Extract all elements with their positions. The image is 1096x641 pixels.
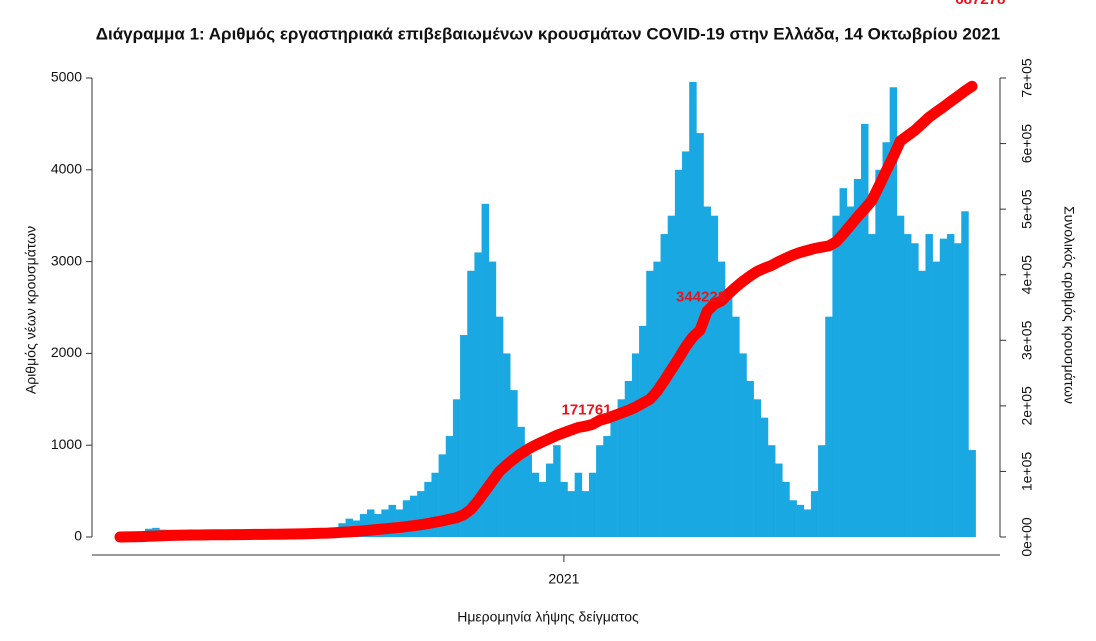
- bar: [639, 325, 647, 537]
- bar: [760, 417, 769, 537]
- y-tick-label: 0: [74, 528, 82, 544]
- bar: [861, 123, 869, 538]
- bar: [732, 316, 740, 537]
- bar: [782, 481, 790, 537]
- bar: [538, 481, 547, 537]
- bar: [474, 252, 482, 538]
- bar: [467, 270, 475, 537]
- bar: [452, 399, 461, 537]
- bar: [717, 261, 726, 537]
- bar: [710, 215, 719, 537]
- bar: [911, 243, 919, 538]
- value-label: 344228: [676, 288, 726, 305]
- bar: [488, 261, 497, 537]
- bar: [610, 417, 618, 537]
- bar: [445, 436, 454, 537]
- y2-tick-label: 1e+05: [1019, 452, 1035, 492]
- bar: [825, 316, 833, 537]
- y2-tick-label: 5e+05: [1019, 189, 1035, 229]
- x-axis-label: Ημερομηνία λήψης δείγματος: [457, 609, 639, 625]
- bar: [753, 399, 762, 537]
- bar: [417, 491, 425, 537]
- y2-tick-label: 3e+05: [1019, 320, 1035, 360]
- bar: [409, 495, 418, 537]
- bar: [624, 380, 633, 537]
- bar: [603, 436, 611, 537]
- bar: [925, 234, 933, 537]
- value-label: 171761: [562, 401, 612, 418]
- bar: [775, 463, 783, 537]
- bar: [481, 203, 490, 538]
- bar: [810, 491, 819, 537]
- bar: [739, 353, 747, 537]
- bar: [574, 472, 583, 537]
- bar: [617, 399, 626, 537]
- bar: [875, 169, 883, 538]
- y2-tick-label: 0e+00: [1019, 517, 1035, 557]
- bar: [388, 504, 396, 537]
- bar: [567, 491, 575, 537]
- bar: [868, 234, 876, 537]
- y2-tick-label: 7e+05: [1019, 58, 1035, 98]
- y2-tick-label: 4e+05: [1019, 255, 1035, 295]
- bar: [853, 178, 862, 538]
- bar: [560, 481, 568, 537]
- bar: [903, 234, 912, 537]
- bar: [402, 500, 411, 537]
- bar: [460, 335, 468, 537]
- y-tick-label: 2000: [51, 344, 82, 360]
- y-tick-label: 4000: [51, 161, 82, 177]
- bar: [546, 463, 554, 537]
- bar: [689, 81, 697, 538]
- bar: [524, 454, 532, 537]
- bar: [767, 445, 776, 537]
- bar: [882, 142, 890, 537]
- bar: [631, 353, 640, 537]
- cumulative-line: [114, 80, 978, 543]
- bar: [968, 450, 976, 537]
- bar: [832, 215, 840, 537]
- bar: [703, 206, 711, 537]
- bar: [381, 509, 389, 537]
- bar: [896, 215, 905, 537]
- bar: [846, 206, 855, 537]
- bar: [803, 509, 812, 537]
- bar: [839, 188, 848, 537]
- bar: [517, 426, 525, 537]
- bar: [367, 509, 375, 537]
- bar: [939, 238, 948, 537]
- bar: [581, 491, 590, 537]
- bar: [553, 445, 561, 537]
- y-tick-label: 1000: [51, 436, 82, 452]
- chart-title: Διάγραμμα 1: Αριθμός εργαστηριακά επιβεβ…: [96, 24, 1000, 43]
- bar: [961, 211, 969, 538]
- bar: [503, 353, 511, 537]
- bar: [424, 481, 432, 537]
- bar: [724, 289, 733, 537]
- bar: [946, 234, 955, 537]
- bar: [789, 500, 797, 537]
- y2-axis-label: Συνολικός αριθμός κρουσμάτων: [1061, 206, 1077, 404]
- bar: [495, 316, 504, 537]
- bar: [531, 472, 540, 537]
- bar: [889, 87, 898, 538]
- y-axis-label: Αριθμός νέων κρουσμάτων: [23, 226, 39, 394]
- x-tick-label: 2021: [548, 571, 579, 587]
- bar: [932, 261, 941, 537]
- value-label: 687278: [955, 0, 1005, 8]
- y2-tick-label: 2e+05: [1019, 386, 1035, 426]
- bar: [954, 243, 962, 538]
- bar: [918, 270, 926, 537]
- bar: [746, 380, 754, 537]
- y-tick-label: 3000: [51, 252, 82, 268]
- bar: [438, 454, 447, 537]
- bar: [818, 445, 826, 537]
- bar: [588, 472, 597, 537]
- bar: [596, 445, 604, 537]
- y-tick-label: 5000: [51, 69, 82, 85]
- bar: [796, 504, 805, 537]
- bar: [431, 472, 439, 537]
- y2-tick-label: 6e+05: [1019, 124, 1035, 164]
